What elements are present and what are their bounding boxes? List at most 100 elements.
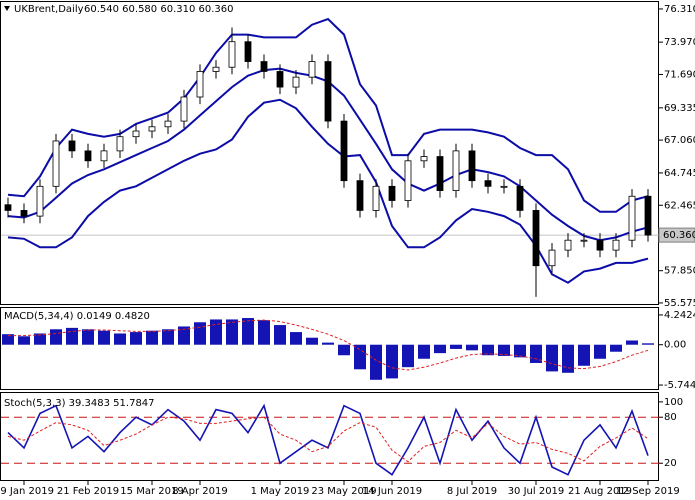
macd-bar [322, 342, 334, 345]
candle-body [212, 66, 220, 72]
candle-body [532, 210, 540, 267]
macd-bar [642, 343, 654, 345]
candle-body [452, 150, 460, 191]
macd-bar [434, 344, 446, 354]
candle-body [196, 71, 204, 98]
macd-bar [130, 332, 142, 345]
candle-body [244, 41, 252, 62]
macd-bar [562, 344, 574, 373]
y-tick-label: 55.575 [664, 298, 695, 309]
macd-bar [466, 344, 478, 351]
macd-bar [290, 332, 302, 345]
macd-bar [194, 322, 206, 345]
candle-body [292, 76, 300, 88]
candle-body [68, 140, 76, 152]
bollinger-band [7, 98, 649, 284]
macd-bar [178, 326, 190, 345]
x-tick-label: 14 Jun 2019 [362, 486, 422, 497]
macd-bar [66, 327, 78, 345]
y-tick-label: 20 [664, 458, 677, 469]
candle-body [308, 61, 316, 78]
signal-line [8, 319, 649, 371]
x-tick-label: 15 Mar 2019 [120, 486, 183, 497]
y-tick-label: 76.310 [664, 4, 695, 15]
y-tick-label: 64.745 [664, 168, 695, 179]
x-tick-label: 30 Jul 2019 [508, 486, 565, 497]
candle-body [340, 120, 348, 182]
stoch-k [7, 403, 649, 476]
candle-body [612, 239, 620, 251]
bollinger-band [7, 17, 649, 213]
y-tick-label: -5.7446 [664, 380, 695, 391]
x-tick-label: 21 Aug 2019 [568, 486, 632, 497]
macd-bar [386, 344, 398, 379]
candle-body [500, 185, 508, 188]
macd-bar [162, 329, 174, 345]
macd-bar [242, 318, 254, 345]
candle-body [84, 150, 92, 162]
macd-bar [274, 325, 286, 345]
macd-bar [530, 344, 542, 363]
macd-bar [210, 319, 222, 345]
candle-body [484, 180, 492, 187]
y-tick-label: 80 [664, 412, 677, 423]
ohlc-values: 60.540 60.580 60.310 60.360 [84, 4, 234, 15]
x-tick-label: 8 Jul 2019 [447, 486, 497, 497]
x-tick-label: 21 Feb 2019 [57, 486, 119, 497]
candle-body [548, 249, 556, 267]
stoch-title: Stoch(5,3,3) 39.3483 51.7847 [4, 398, 155, 409]
y-tick-label: 71.690 [664, 69, 695, 80]
candle-body [644, 195, 652, 236]
stoch-panel [0, 392, 659, 481]
x-tick-label: 12 Sep 2019 [616, 486, 679, 497]
macd-bar [82, 329, 94, 345]
macd-bar [450, 344, 462, 349]
macd-bar [482, 344, 494, 356]
candle-body [436, 156, 444, 191]
macd-bar [626, 340, 638, 345]
y-tick-label: 73.970 [664, 37, 695, 48]
symbol-icon [4, 6, 10, 11]
stoch-d [7, 416, 649, 463]
candle-body [36, 185, 44, 217]
candle-body [596, 239, 604, 251]
macd-bar [226, 319, 238, 345]
candle-body [420, 156, 428, 162]
y-tick-label: 0.00 [664, 340, 686, 351]
candle-body [52, 140, 60, 187]
macd-bar [34, 333, 46, 345]
candle-body [372, 185, 380, 211]
y-tick-label: 100 [664, 397, 683, 408]
macd-bar [306, 337, 318, 345]
chart-title: UKBrent,Daily [14, 4, 84, 15]
candle-body [356, 180, 364, 211]
macd-bar [146, 330, 158, 345]
candle-body [564, 239, 572, 251]
candle-body [4, 204, 12, 211]
macd-bar [402, 344, 414, 368]
x-tick-label: 23 May 2019 [311, 486, 376, 497]
macd-bar [338, 344, 350, 356]
candle-body [516, 185, 524, 211]
candle-body [132, 130, 140, 138]
macd-bar [594, 344, 606, 359]
last-price-label: 60.360 [663, 230, 695, 241]
macd-bar [514, 344, 526, 358]
candle-body [260, 61, 268, 72]
y-tick-label: 57.850 [664, 266, 695, 277]
y-tick-label: 4.2424 [664, 310, 695, 321]
macd-bar [98, 330, 110, 345]
y-tick-label: 67.060 [664, 135, 695, 146]
candle-body [404, 160, 412, 201]
macd-bar [418, 344, 430, 359]
candle-body [228, 41, 236, 68]
macd-bar [354, 344, 366, 370]
macd-bar [2, 334, 14, 345]
y-tick-label: 62.465 [664, 200, 695, 211]
macd-bar [258, 320, 270, 345]
x-tick-label: 8 Apr 2019 [172, 486, 227, 497]
candle-body [100, 150, 108, 162]
macd-bar [498, 344, 510, 356]
candle-body [324, 61, 332, 122]
